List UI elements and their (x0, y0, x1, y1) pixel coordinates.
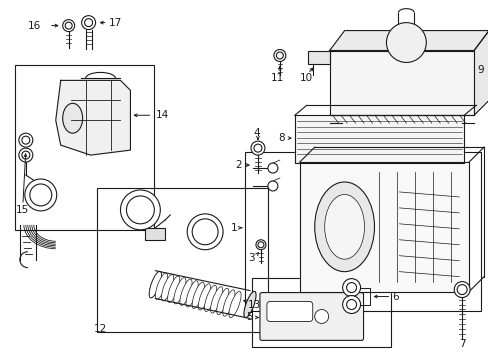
Text: 17: 17 (108, 18, 122, 28)
Bar (251, 278, 390, 347)
Circle shape (25, 179, 57, 211)
Circle shape (126, 196, 154, 224)
Circle shape (22, 136, 30, 144)
Ellipse shape (216, 288, 228, 315)
Ellipse shape (62, 103, 82, 133)
Ellipse shape (244, 291, 256, 318)
Circle shape (253, 144, 262, 152)
Circle shape (267, 181, 277, 191)
Ellipse shape (314, 182, 374, 272)
Circle shape (342, 296, 360, 314)
Polygon shape (299, 162, 468, 292)
Circle shape (250, 141, 264, 155)
Circle shape (314, 310, 328, 323)
Bar (96, 188, 267, 332)
Circle shape (65, 22, 72, 29)
Bar (307, 50, 329, 64)
Circle shape (276, 52, 283, 59)
Ellipse shape (155, 273, 167, 299)
Text: 13: 13 (247, 300, 261, 310)
Circle shape (30, 184, 52, 206)
Polygon shape (56, 80, 130, 155)
Polygon shape (329, 50, 473, 115)
Ellipse shape (180, 279, 192, 305)
Text: 1: 1 (230, 223, 237, 233)
Bar (244, 152, 480, 311)
Circle shape (346, 283, 356, 293)
Circle shape (62, 20, 75, 32)
Text: 4: 4 (253, 128, 260, 138)
Ellipse shape (223, 290, 235, 316)
Circle shape (22, 151, 30, 159)
Text: 6: 6 (392, 292, 398, 302)
Circle shape (192, 219, 218, 245)
Circle shape (273, 50, 285, 62)
Circle shape (267, 163, 277, 173)
Ellipse shape (149, 271, 161, 298)
Ellipse shape (198, 284, 210, 310)
Circle shape (456, 285, 466, 294)
Text: 12: 12 (94, 324, 107, 334)
Ellipse shape (173, 278, 185, 304)
Circle shape (19, 148, 33, 162)
Text: 5: 5 (246, 312, 252, 323)
Circle shape (120, 190, 160, 230)
Ellipse shape (185, 280, 198, 307)
Polygon shape (294, 115, 463, 163)
Ellipse shape (149, 271, 161, 298)
Text: 2: 2 (235, 160, 242, 170)
Bar (145, 228, 165, 240)
Ellipse shape (192, 282, 204, 309)
Text: 10: 10 (300, 73, 313, 84)
Ellipse shape (167, 276, 180, 302)
Circle shape (386, 23, 426, 62)
Text: 3: 3 (248, 253, 254, 263)
Text: 16: 16 (27, 21, 41, 31)
Ellipse shape (204, 285, 216, 311)
Circle shape (255, 240, 265, 250)
Circle shape (342, 279, 360, 297)
Circle shape (19, 133, 33, 147)
Circle shape (187, 214, 223, 250)
Circle shape (258, 242, 264, 248)
Polygon shape (329, 31, 488, 50)
Ellipse shape (228, 291, 241, 318)
Polygon shape (473, 31, 488, 115)
Circle shape (84, 19, 92, 27)
Ellipse shape (324, 194, 364, 259)
Ellipse shape (210, 287, 222, 313)
Text: 14: 14 (155, 110, 168, 120)
FancyBboxPatch shape (266, 302, 312, 321)
Text: 9: 9 (476, 66, 483, 76)
Circle shape (453, 282, 469, 298)
Ellipse shape (161, 274, 173, 301)
Text: 7: 7 (458, 339, 465, 349)
Text: 8: 8 (278, 133, 285, 143)
FancyBboxPatch shape (260, 293, 363, 340)
Bar (15, 66, 154, 230)
Circle shape (346, 300, 356, 310)
Text: 15: 15 (16, 205, 29, 215)
Text: 11: 11 (271, 73, 284, 84)
Circle shape (81, 15, 95, 30)
